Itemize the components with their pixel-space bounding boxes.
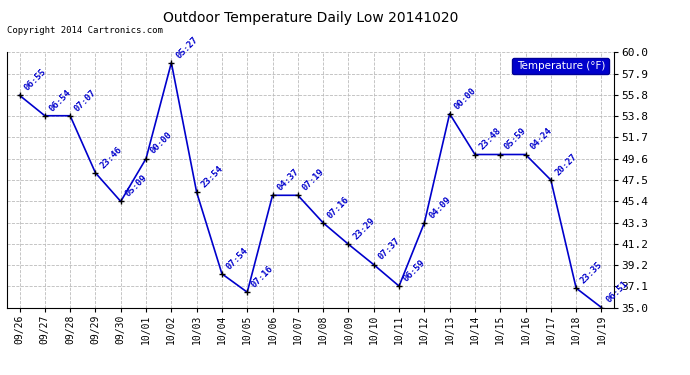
Text: 04:09: 04:09: [427, 195, 453, 220]
Text: 00:00: 00:00: [149, 130, 174, 156]
Text: 06:51: 06:51: [604, 279, 629, 305]
Text: 23:29: 23:29: [351, 216, 377, 242]
Text: 20:27: 20:27: [553, 152, 579, 177]
Text: 04:37: 04:37: [275, 167, 301, 192]
Text: 23:48: 23:48: [477, 126, 503, 152]
Text: 23:35: 23:35: [579, 260, 604, 285]
Text: Copyright 2014 Cartronics.com: Copyright 2014 Cartronics.com: [7, 26, 163, 35]
Text: Outdoor Temperature Daily Low 20141020: Outdoor Temperature Daily Low 20141020: [163, 11, 458, 25]
Text: 23:54: 23:54: [199, 164, 225, 189]
Text: 06:59: 06:59: [402, 258, 427, 283]
Text: 06:55: 06:55: [22, 67, 48, 93]
Text: 07:54: 07:54: [225, 246, 250, 271]
Text: 06:54: 06:54: [48, 88, 73, 113]
Text: 07:16: 07:16: [250, 264, 275, 290]
Text: 07:19: 07:19: [301, 167, 326, 192]
Legend: Temperature (°F): Temperature (°F): [512, 58, 609, 74]
Text: 05:09: 05:09: [124, 173, 149, 199]
Text: 00:00: 00:00: [453, 86, 477, 111]
Text: 05:27: 05:27: [174, 34, 199, 60]
Text: 07:37: 07:37: [377, 237, 402, 262]
Text: 04:24: 04:24: [529, 126, 553, 152]
Text: 07:07: 07:07: [73, 88, 98, 113]
Text: 23:46: 23:46: [98, 145, 124, 170]
Text: 05:59: 05:59: [503, 126, 529, 152]
Text: 07:16: 07:16: [326, 195, 351, 220]
